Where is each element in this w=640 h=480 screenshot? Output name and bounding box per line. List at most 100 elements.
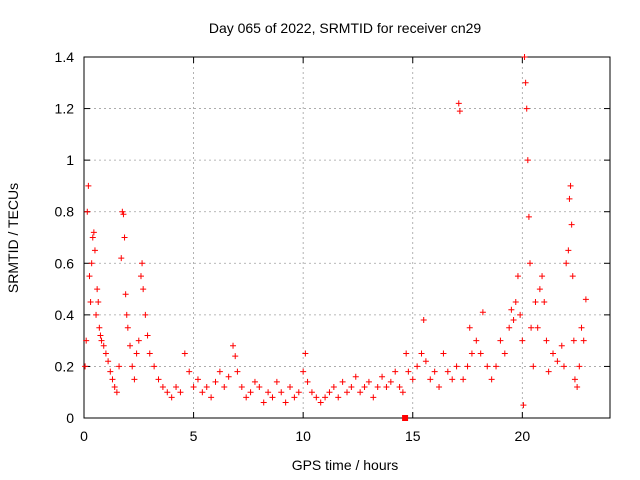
data-point bbox=[181, 350, 188, 357]
data-point bbox=[460, 376, 467, 383]
data-point bbox=[135, 337, 142, 344]
data-point bbox=[403, 350, 410, 357]
data-point bbox=[186, 368, 193, 375]
data-point bbox=[521, 54, 528, 60]
y-tick-label: 0.2 bbox=[55, 358, 75, 374]
x-tick-label: 5 bbox=[190, 428, 198, 444]
data-point bbox=[234, 368, 241, 375]
data-point bbox=[414, 363, 421, 370]
data-point bbox=[121, 234, 128, 241]
data-point bbox=[427, 376, 434, 383]
data-point bbox=[140, 286, 147, 293]
data-point bbox=[536, 286, 543, 293]
data-point bbox=[118, 255, 125, 262]
data-point bbox=[576, 363, 583, 370]
data-point bbox=[243, 394, 250, 401]
data-point bbox=[444, 368, 451, 375]
data-point bbox=[102, 350, 109, 357]
data-point bbox=[265, 389, 272, 396]
data-point bbox=[530, 363, 537, 370]
data-point bbox=[113, 389, 120, 396]
data-point bbox=[199, 389, 206, 396]
data-point bbox=[87, 298, 94, 305]
data-point bbox=[133, 350, 140, 357]
data-point bbox=[322, 394, 329, 401]
data-point bbox=[203, 384, 210, 391]
data-point bbox=[418, 350, 425, 357]
data-point bbox=[574, 384, 581, 391]
data-point bbox=[151, 363, 158, 370]
data-point bbox=[107, 368, 114, 375]
data-point bbox=[168, 394, 175, 401]
data-point bbox=[361, 384, 368, 391]
data-point bbox=[563, 260, 570, 267]
data-point bbox=[582, 296, 589, 303]
data-point bbox=[420, 317, 427, 324]
data-point bbox=[304, 378, 311, 385]
y-tick-label: 1.2 bbox=[55, 101, 75, 117]
x-tick-label: 10 bbox=[295, 428, 311, 444]
data-point bbox=[525, 213, 532, 220]
data-point bbox=[449, 376, 456, 383]
data-point bbox=[137, 273, 144, 280]
data-point bbox=[514, 273, 521, 280]
data-point bbox=[497, 337, 504, 344]
data-point bbox=[330, 384, 337, 391]
data-point bbox=[123, 311, 130, 318]
data-point bbox=[379, 373, 386, 380]
data-point bbox=[466, 324, 473, 331]
data-point bbox=[119, 208, 126, 215]
data-point bbox=[295, 389, 302, 396]
data-point bbox=[95, 298, 102, 305]
data-point bbox=[230, 342, 237, 349]
x-tick-label: 20 bbox=[515, 428, 531, 444]
data-point bbox=[541, 298, 548, 305]
data-point bbox=[260, 399, 267, 406]
data-point bbox=[528, 324, 535, 331]
data-point bbox=[520, 402, 527, 409]
data-point bbox=[232, 353, 239, 360]
data-point bbox=[278, 389, 285, 396]
data-point bbox=[352, 373, 359, 380]
data-point bbox=[302, 350, 309, 357]
data-point bbox=[173, 384, 180, 391]
data-point bbox=[120, 211, 127, 218]
data-point bbox=[365, 378, 372, 385]
data-point bbox=[98, 337, 105, 344]
data-point bbox=[468, 350, 475, 357]
data-point bbox=[96, 324, 103, 331]
data-point bbox=[194, 376, 201, 383]
data-point bbox=[405, 368, 412, 375]
data-point bbox=[129, 363, 136, 370]
y-tick-label: 1.4 bbox=[55, 49, 75, 65]
data-point bbox=[464, 363, 471, 370]
data-point bbox=[94, 286, 101, 293]
data-point bbox=[256, 384, 263, 391]
data-point bbox=[550, 350, 557, 357]
data-marker-square bbox=[402, 415, 409, 421]
y-tick-label: 1 bbox=[66, 152, 74, 168]
data-point bbox=[473, 337, 480, 344]
data-point bbox=[84, 208, 91, 215]
data-point bbox=[453, 363, 460, 370]
data-point bbox=[142, 311, 149, 318]
data-point bbox=[357, 389, 364, 396]
data-point bbox=[568, 221, 575, 228]
grid bbox=[84, 57, 610, 418]
data-point bbox=[510, 317, 517, 324]
data-point bbox=[512, 298, 519, 305]
data-point bbox=[89, 234, 96, 241]
data-point bbox=[82, 363, 89, 370]
data-point bbox=[484, 363, 491, 370]
data-point bbox=[88, 260, 95, 267]
x-tick-label: 15 bbox=[405, 428, 421, 444]
data-point bbox=[291, 394, 298, 401]
data-point bbox=[506, 324, 513, 331]
data-point bbox=[580, 337, 587, 344]
data-point bbox=[396, 384, 403, 391]
data-point bbox=[524, 157, 531, 164]
chart-title: Day 065 of 2022, SRMTID for receiver cn2… bbox=[209, 20, 482, 36]
data-point bbox=[440, 350, 447, 357]
axis-ticks: 0 5 10 15 20 0 0.2 0.4 0.6 0.8 1 1.2 1.4 bbox=[55, 49, 610, 444]
